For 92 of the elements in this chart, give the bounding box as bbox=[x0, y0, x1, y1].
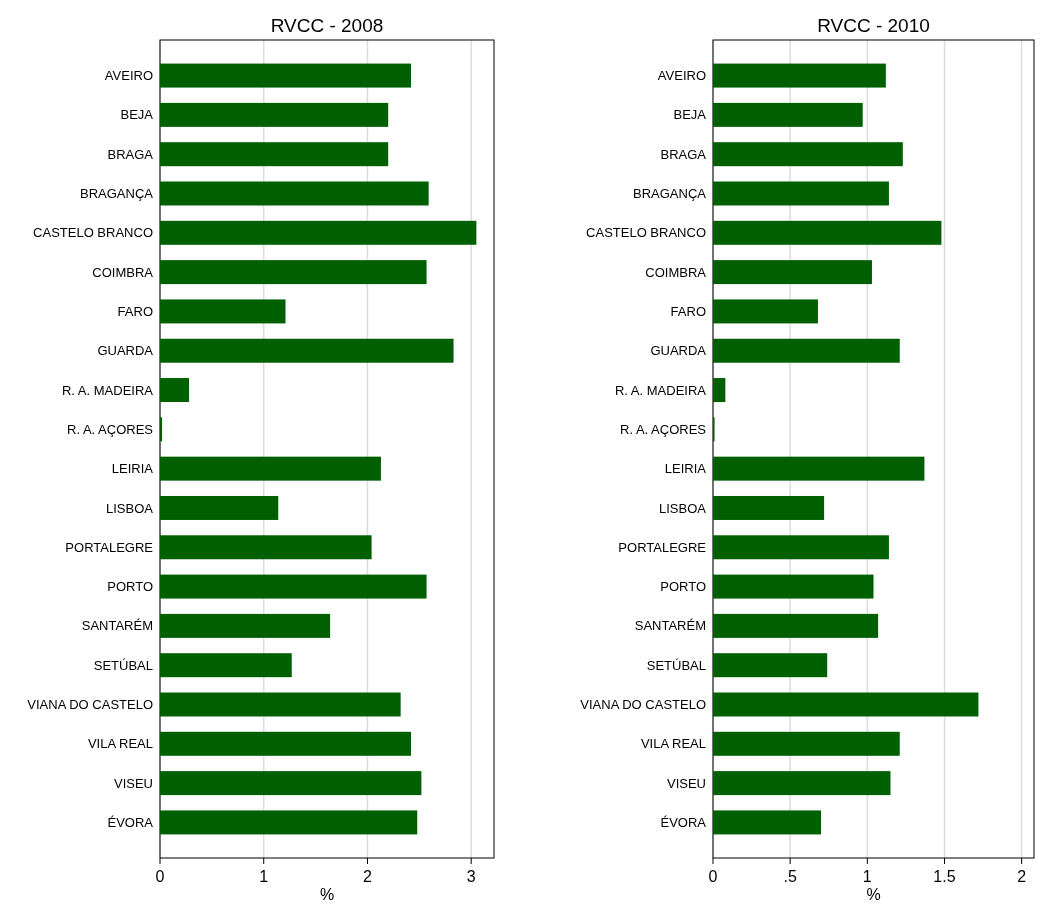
bar bbox=[713, 299, 818, 324]
bar bbox=[713, 653, 828, 678]
y-tick-label: LEIRIA bbox=[111, 461, 154, 477]
chart-title: RVCC - 2010 bbox=[817, 15, 930, 36]
y-tick-label: LISBOA bbox=[659, 500, 707, 516]
bar bbox=[713, 142, 903, 167]
y-tick-label: PORTALEGRE bbox=[65, 539, 154, 555]
bar bbox=[713, 181, 889, 206]
bar bbox=[160, 260, 427, 285]
bar bbox=[713, 495, 825, 520]
y-tick-label: BRAGA bbox=[107, 146, 154, 162]
bar bbox=[713, 613, 879, 638]
y-tick-label: VILA REAL bbox=[87, 736, 153, 752]
bar bbox=[160, 456, 381, 481]
y-tick-label: PORTO bbox=[660, 579, 706, 595]
bar bbox=[713, 338, 900, 363]
y-tick-label: COIMBRA bbox=[645, 264, 707, 280]
bar bbox=[713, 260, 872, 285]
y-tick-label: AVEIRO bbox=[657, 68, 706, 84]
bar bbox=[160, 731, 412, 756]
bar bbox=[713, 456, 925, 481]
bar bbox=[160, 613, 331, 638]
bar bbox=[713, 378, 726, 403]
x-tick-label: 2 bbox=[363, 868, 372, 885]
y-tick-label: FARO bbox=[670, 303, 706, 319]
y-tick-label: R. A. MADEIRA bbox=[614, 382, 707, 398]
y-tick-label: GUARDA bbox=[97, 343, 154, 359]
y-tick-label: ÉVORA bbox=[107, 814, 154, 830]
y-tick-label: FARO bbox=[117, 303, 153, 319]
bar bbox=[160, 810, 418, 835]
x-tick-label: 2 bbox=[1017, 868, 1027, 885]
y-tick-label: VISEU bbox=[666, 775, 706, 791]
x-tick-label: 0 bbox=[155, 868, 165, 885]
x-axis-title: % bbox=[319, 886, 335, 903]
bar bbox=[160, 653, 292, 678]
bar bbox=[160, 220, 477, 245]
bar bbox=[713, 102, 863, 127]
y-tick-label: BRAGA bbox=[660, 146, 707, 162]
bar bbox=[713, 220, 942, 245]
y-tick-label: LISBOA bbox=[106, 500, 154, 516]
chart-title: RVCC - 2008 bbox=[270, 15, 384, 36]
bar bbox=[160, 771, 422, 796]
y-tick-label: VIANA DO CASTELO bbox=[27, 697, 153, 713]
y-tick-label: SANTARÉM bbox=[81, 618, 153, 634]
y-tick-label: PORTALEGRE bbox=[618, 539, 707, 555]
y-tick-label: BRAGANÇA bbox=[633, 186, 707, 202]
bar bbox=[713, 574, 874, 599]
bar bbox=[713, 771, 891, 796]
y-tick-label: R. A. AÇORES bbox=[67, 421, 154, 437]
y-tick-label: GUARDA bbox=[650, 343, 707, 359]
bar bbox=[713, 63, 886, 88]
bar bbox=[713, 535, 889, 560]
y-tick-label: VIANA DO CASTELO bbox=[580, 697, 706, 713]
y-tick-label: AVEIRO bbox=[104, 68, 153, 84]
bar bbox=[160, 692, 401, 717]
x-axis-title: % bbox=[866, 886, 881, 903]
bar bbox=[160, 378, 190, 403]
y-tick-label: SANTARÉM bbox=[634, 618, 706, 634]
y-tick-label: CASTELO BRANCO bbox=[33, 225, 153, 241]
y-tick-label: R. A. AÇORES bbox=[620, 421, 707, 437]
y-tick-label: BRAGANÇA bbox=[80, 186, 154, 202]
x-tick-label: 3 bbox=[466, 868, 476, 885]
y-tick-label: ÉVORA bbox=[660, 814, 707, 830]
x-tick-label: 1 bbox=[259, 868, 269, 885]
bar bbox=[160, 574, 427, 599]
bar bbox=[713, 692, 979, 717]
y-tick-label: BEJA bbox=[120, 107, 154, 123]
bar bbox=[160, 417, 163, 442]
bar bbox=[160, 299, 286, 324]
x-tick-label: .5 bbox=[783, 868, 797, 885]
bar bbox=[713, 731, 900, 756]
y-tick-label: VILA REAL bbox=[640, 736, 706, 752]
x-tick-label: 1 bbox=[862, 868, 872, 885]
y-tick-label: VISEU bbox=[113, 775, 153, 791]
bar bbox=[160, 63, 412, 88]
y-tick-label: R. A. MADEIRA bbox=[61, 382, 154, 398]
bar bbox=[160, 338, 454, 363]
y-tick-label: PORTO bbox=[107, 579, 153, 595]
y-tick-label: BEJA bbox=[673, 107, 707, 123]
bar bbox=[160, 535, 372, 560]
y-tick-label: SETÚBAL bbox=[93, 657, 153, 673]
bar bbox=[160, 142, 389, 167]
bar bbox=[160, 102, 389, 127]
bar bbox=[160, 495, 279, 520]
bar bbox=[160, 181, 429, 206]
bar bbox=[713, 810, 822, 835]
y-tick-label: LEIRIA bbox=[664, 461, 707, 477]
x-tick-label: 1.5 bbox=[933, 868, 956, 885]
x-tick-label: 0 bbox=[708, 868, 718, 885]
y-tick-label: COIMBRA bbox=[92, 264, 154, 280]
y-tick-label: CASTELO BRANCO bbox=[586, 225, 706, 241]
y-tick-label: SETÚBAL bbox=[646, 657, 706, 673]
